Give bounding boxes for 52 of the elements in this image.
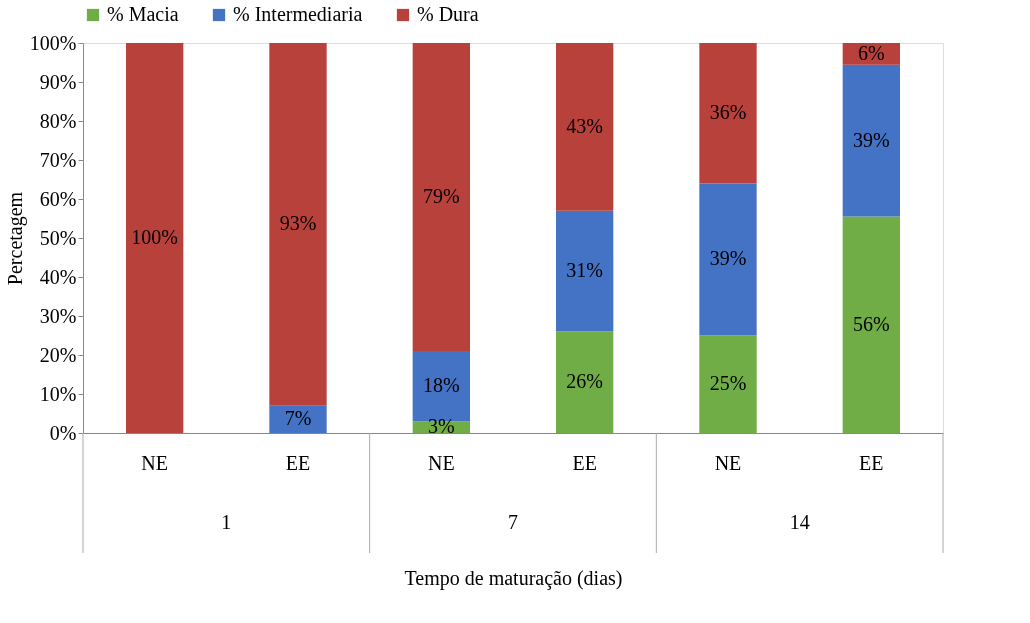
y-tick-label: 80% [39,109,77,132]
bar [269,405,327,433]
data-label: 25% [709,372,747,395]
text: 1 [221,511,232,533]
text: 7 [508,511,518,533]
legend-label: % Intermediaria [233,3,363,25]
x-tick-label: EE [572,451,597,474]
bar [126,43,184,433]
x-tick-label: NE [141,451,168,474]
y-tick-label: 60% [39,187,77,210]
x-tick-label: NE [428,451,455,474]
data-label: 39% [709,247,747,270]
x-tick-label: EE [285,451,311,474]
data-label: 56% [853,312,890,335]
bar [699,335,757,433]
data-label: 3% [428,415,455,438]
y-tick-label: 70% [39,148,77,171]
bar [269,43,327,406]
legend-label: % Macia [107,3,179,25]
y-tick-label: 50% [39,226,77,249]
y-axis-title: Percetagem [3,191,27,286]
x-axis-title: Tempo de maturação (dias) [404,566,623,590]
data-label: 31% [566,259,603,282]
y-tick-label: 30% [39,304,77,327]
y-tick-label: 10% [39,382,77,405]
data-label: 7% [284,407,312,430]
data-label: 93% [279,212,317,235]
data-label: 43% [566,114,603,137]
text: 14 [789,511,810,533]
x-tick-label: NE [714,451,742,474]
y-tick-label: 40% [39,265,77,288]
data-label: 6% [858,41,885,64]
data-label: 79% [423,185,460,208]
bar [412,43,470,352]
bar [842,216,900,433]
bar [699,183,757,336]
bar [842,64,900,217]
data-label: 18% [423,374,460,397]
legend-label: % Dura [417,3,479,25]
data-label: 100% [131,226,178,248]
y-tick-label: 90% [39,70,77,93]
y-tick-label: 0% [49,421,77,444]
bar [556,331,614,433]
bar [699,43,757,184]
bar [556,210,614,332]
data-label: 26% [566,370,603,393]
data-label: 39% [853,128,890,151]
x-tick-label: EE [859,451,884,474]
bar [556,43,614,211]
y-tick-label: 20% [39,343,77,366]
y-tick-label: 100% [29,31,77,54]
data-label: 36% [709,101,747,124]
